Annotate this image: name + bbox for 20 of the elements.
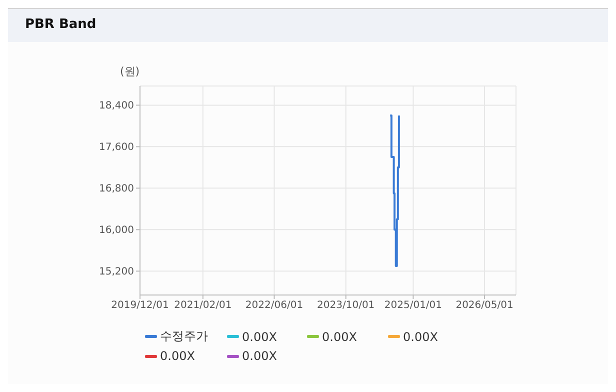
legend-label: 0.00X [403,330,438,344]
x-tick-label: 2026/05/01 [456,300,514,312]
x-tick-label: 2021/02/01 [174,300,232,312]
x-tick-label: 2019/12/01 [111,300,169,312]
y-tick-label: 17,600 [99,142,134,154]
x-tick-label: 2023/10/01 [317,300,375,312]
x-tick-label: 2025/01/01 [384,300,442,312]
legend-label: 0.00X [242,330,277,344]
legend-label: 0.00X [160,349,195,363]
y-tick-label: 18,400 [99,100,134,112]
line-series [389,114,400,267]
legend-label: 수정주가 [160,328,208,345]
y-tick-label: 15,200 [99,266,134,278]
y-tick-label: 16,800 [99,184,134,195]
y-axis-title: (원) [120,64,140,79]
legend-label: 0.00X [322,330,357,344]
x-tick-label: 2022/06/01 [245,300,304,312]
legend-label: 0.00X [242,349,277,363]
y-tick-label: 16,000 [99,225,134,236]
chart-title: PBR Band [25,17,96,32]
